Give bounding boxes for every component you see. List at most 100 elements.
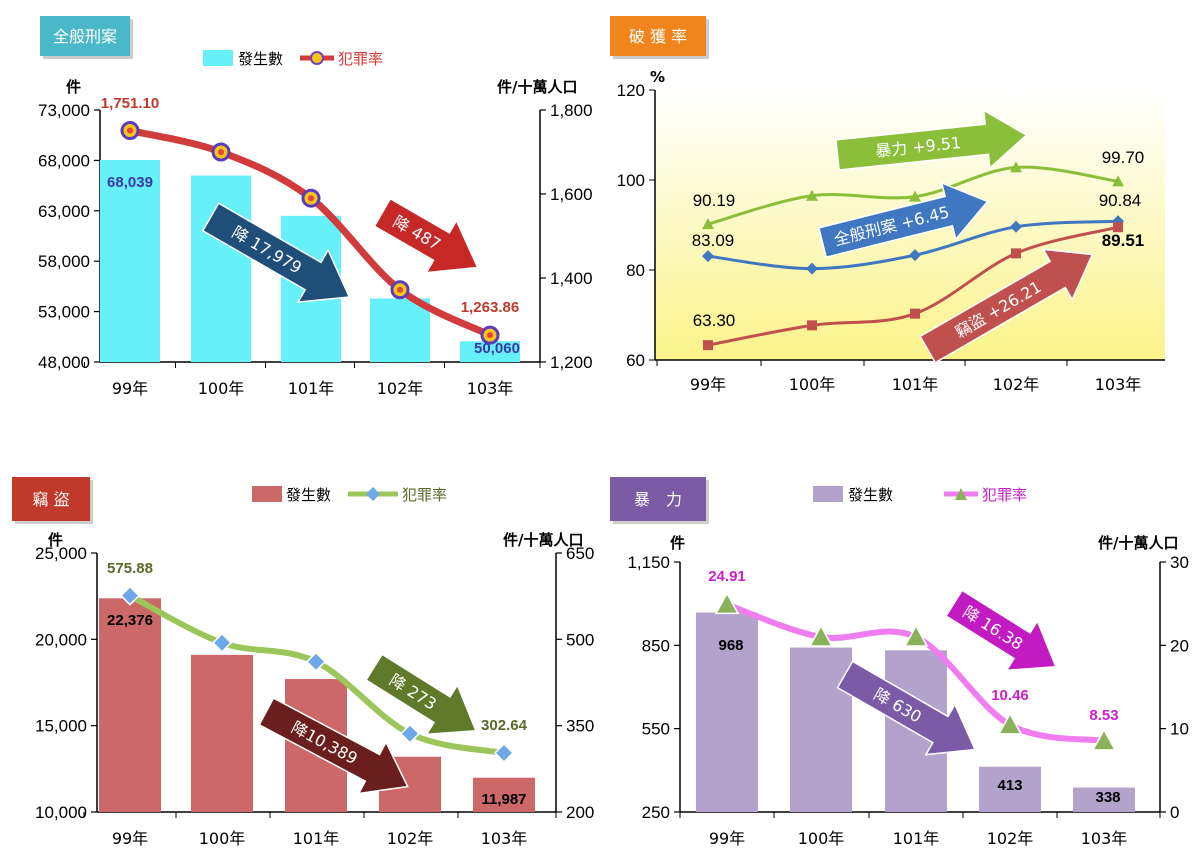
- p4-x-label: 99年: [709, 829, 745, 848]
- p3-line-point: [305, 651, 327, 672]
- p2-point-1: [806, 189, 818, 201]
- p2-title-tag-label: 破 獲 率: [629, 27, 687, 46]
- p2-point-3: [1113, 222, 1123, 233]
- p4-ytick-left-label: 850: [642, 636, 670, 655]
- p3-line-point: [211, 632, 233, 653]
- p2-x-label: 101年: [892, 375, 939, 394]
- p3-ytick-left-label: 25,000: [35, 544, 87, 563]
- p4-x-label: 102年: [987, 829, 1034, 848]
- p3-arrow-decrease-count: 降10,389: [258, 697, 409, 795]
- p4-ytick-left-label: 1,150: [627, 553, 670, 572]
- p2-x-label: 102年: [993, 375, 1040, 394]
- p4-bar: [979, 766, 1041, 812]
- p1-arrow-decrease-count-shape: [201, 202, 351, 303]
- p3-x-label: 100年: [199, 829, 246, 848]
- p3-ytick-right-label: 350: [566, 717, 594, 736]
- p2-point-3: [703, 340, 713, 351]
- p1-legend-line-label: 犯罪率: [338, 50, 383, 68]
- p3-ylabel-left: 件: [48, 531, 63, 549]
- p1-line-point-core: [218, 149, 224, 155]
- p1-ytick-left-label: 68,000: [38, 151, 90, 170]
- p1-bar: [191, 175, 251, 362]
- p3-ytick-left-label: 10,000: [35, 803, 87, 822]
- p4-x-label: 101年: [893, 829, 940, 848]
- p3-arrow-decrease-rate-shape: [365, 653, 477, 736]
- p2-arrow-violence: 暴力 +9.51: [835, 109, 1028, 171]
- p4-label-first-bar: 968: [718, 637, 743, 654]
- p3-bar: [99, 598, 161, 812]
- p2-title-tag: [610, 16, 706, 56]
- p4-ytick-left-label: 250: [642, 803, 670, 822]
- p2-point-2: [806, 262, 818, 275]
- p3-x-label: 99年: [112, 829, 148, 848]
- p2-label-s2-last: 90.84: [1099, 191, 1142, 210]
- p2-ytick-label: 80: [626, 261, 645, 280]
- p1-ytick-left-label: 53,000: [38, 303, 90, 322]
- p1-legend-line-marker: [310, 51, 324, 65]
- p4-line-point: [714, 591, 740, 615]
- p2-point-1: [1112, 175, 1124, 187]
- p3-ylabel-right: 件/十萬人口: [503, 531, 583, 549]
- p4-ytick-right-label: 20: [1170, 636, 1189, 655]
- p2-label-s3-last: 89.51: [1102, 231, 1145, 250]
- p1-legend-bar-label: 發生數: [238, 50, 283, 68]
- p1-ytick-right-label: 1,800: [550, 101, 593, 120]
- p3-legend-bar-label: 發生數: [286, 486, 331, 504]
- p4-line-point: [1091, 728, 1117, 751]
- p3-label-first-bar: 22,376: [107, 612, 153, 629]
- p4-bar: [790, 647, 852, 812]
- p3-label-last-bar: 11,987: [481, 791, 526, 808]
- p1-ytick-left-label: 63,000: [38, 202, 90, 221]
- p4-label-102-line: 10.46: [991, 687, 1029, 704]
- p4-label-102-bar: 413: [997, 777, 1022, 794]
- p2-arrow-theft-shape: [919, 248, 1094, 364]
- p2-point-2: [1010, 220, 1022, 233]
- p4-arrow-decrease-count-shape: [836, 660, 977, 756]
- p1-ytick-left-label: 58,000: [38, 252, 90, 271]
- p1-x-label: 99年: [112, 379, 148, 398]
- p1-ytick-right-label: 1,200: [550, 353, 593, 372]
- p3-title-tag-label: 竊 盜: [32, 490, 69, 509]
- p2-x-label: 99年: [690, 375, 726, 394]
- p3-label-first-line: 575.88: [107, 560, 153, 577]
- p4-title-tag-label: 暴 力: [634, 490, 682, 509]
- p1-bar: [460, 341, 520, 362]
- p1-ytick-right-label: 1,400: [550, 269, 593, 288]
- p2-x-label: 103年: [1095, 375, 1142, 394]
- p1-ylabel-left: 件: [66, 78, 81, 96]
- p1-x-label: 103年: [467, 379, 514, 398]
- p3-legend-line-label: 犯罪率: [402, 486, 447, 504]
- p1-label-last-line: 1,263.86: [461, 299, 519, 316]
- p4-legend-line-label: 犯罪率: [982, 486, 1027, 504]
- p2-ytick-label: 100: [617, 171, 645, 190]
- p3-x-label: 102年: [387, 829, 434, 848]
- p4-bar: [1073, 787, 1135, 812]
- p3-ytick-right-label: 650: [566, 544, 594, 563]
- p4-ytick-right-label: 10: [1170, 720, 1189, 739]
- p4-arrow-decrease-rate-shape: [945, 589, 1057, 672]
- p4-label-last-line: 8.53: [1089, 707, 1118, 724]
- p1-bar: [370, 298, 430, 362]
- p1-label-first-bar: 68,039: [107, 174, 153, 191]
- p2-point-1: [909, 190, 921, 202]
- p1-label-first-line: 1,751.10: [101, 95, 159, 112]
- p3-legend-line-marker: [366, 487, 380, 501]
- p3-bar: [473, 777, 535, 812]
- p4-label-last-bar: 338: [1095, 789, 1120, 806]
- p4-x-label: 100年: [798, 829, 845, 848]
- p4-ylabel-right: 件/十萬人口: [1098, 534, 1178, 552]
- p4-legend-line-marker: [955, 488, 967, 500]
- p2-label-s3-first: 63.30: [693, 311, 736, 330]
- p4-ytick-left-label: 550: [642, 720, 670, 739]
- p2-point-2: [909, 249, 921, 262]
- p3-ytick-right-label: 200: [566, 803, 594, 822]
- p3-line-point: [399, 723, 421, 744]
- p2-label-s2-first: 83.09: [692, 231, 735, 250]
- p2-ytick-label: 120: [617, 81, 645, 100]
- p2-point-3: [1011, 248, 1021, 259]
- p3-ytick-left-label: 20,000: [35, 630, 87, 649]
- p4-ylabel-left: 件: [670, 534, 685, 552]
- p3-arrow-decrease-count-shape: [258, 697, 409, 795]
- p4-ytick-right-label: 0: [1170, 803, 1179, 822]
